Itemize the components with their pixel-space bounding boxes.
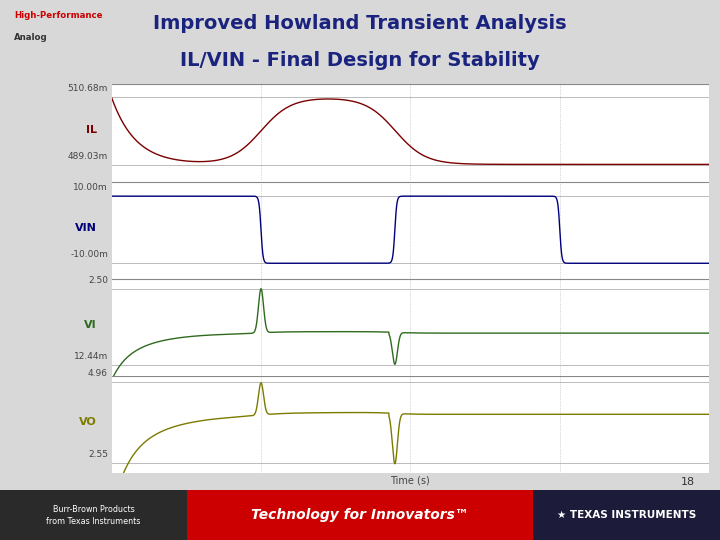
Text: ★ TEXAS INSTRUMENTS: ★ TEXAS INSTRUMENTS [557,510,696,520]
Text: IL: IL [86,125,96,136]
Text: 4.96: 4.96 [88,369,108,378]
Text: Time (s): Time (s) [390,476,431,486]
Text: High-Performance: High-Performance [14,11,103,19]
Text: 489.03m: 489.03m [68,152,108,161]
Text: Burr-Brown Products
from Texas Instruments: Burr-Brown Products from Texas Instrumen… [46,505,141,525]
Text: Technology for Innovators™: Technology for Innovators™ [251,508,469,522]
Text: 510.68m: 510.68m [68,84,108,93]
Text: Improved Howland Transient Analysis: Improved Howland Transient Analysis [153,14,567,33]
Text: Analog: Analog [14,33,48,42]
Text: 12.44m: 12.44m [73,352,108,361]
Text: VIN: VIN [75,223,96,233]
Text: VO: VO [79,417,96,428]
Text: 18: 18 [680,477,695,487]
Text: 10.00m: 10.00m [73,183,108,192]
Text: 2.50: 2.50 [88,276,108,285]
Text: 2.55: 2.55 [88,450,108,459]
Text: IL/VIN - Final Design for Stability: IL/VIN - Final Design for Stability [180,51,540,70]
Text: -10.00m: -10.00m [70,251,108,259]
Text: VI: VI [84,320,96,330]
